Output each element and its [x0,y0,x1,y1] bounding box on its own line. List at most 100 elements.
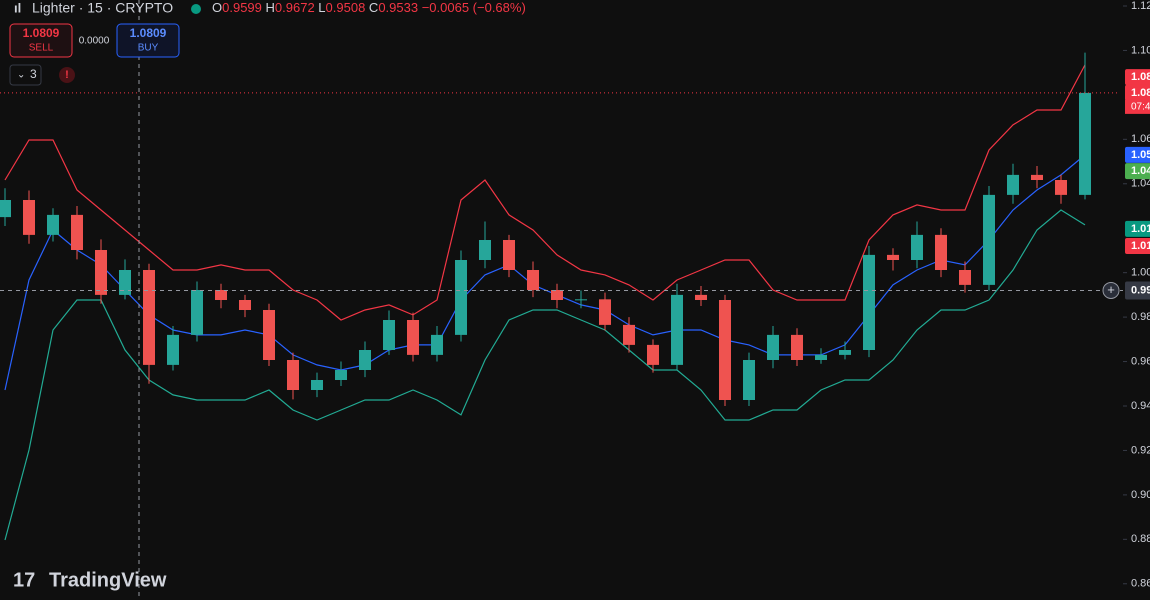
sell-price: 1.0809 [23,26,60,40]
ohlc-value: 0.9533 [378,0,418,15]
ohlc-label: C [369,0,378,15]
y-tick-label: 1.04 [1131,178,1150,190]
price-badge-label: 1.05 [1131,149,1150,161]
y-tick-label: 0.90 [1131,489,1150,501]
price-badge-label: 1.04 [1131,165,1150,177]
candle-body [887,254,899,260]
candle-body [815,354,827,360]
candle-body [455,260,467,335]
candle-body [599,299,611,325]
spread: 0.0000 [79,36,110,47]
price-badge [1125,238,1150,254]
band-line [4,64,1086,321]
sell-label: SELL [29,43,54,54]
buy-price: 1.0809 [130,26,167,40]
ohlc-label: L [318,0,325,15]
price-badge [1125,84,1150,101]
candle-body [959,270,971,285]
y-tick-label: 0.86 [1131,578,1150,590]
plot-area [0,52,1091,541]
countdown-badge [1125,99,1150,114]
price-badge [1125,163,1150,180]
candle-body [671,294,683,365]
y-tick-label: 1.12 [1131,0,1150,12]
candle-body [647,344,659,365]
price-badge [1125,69,1150,86]
watermark: TradingView [49,569,167,591]
band-line [4,154,1086,391]
ohlc: O0.9599 H0.9672 L0.9508 C0.9533 −0.0065 … [212,0,526,15]
candle-body [1031,174,1043,180]
y-tick-label: 1.06 [1131,133,1150,145]
y-tick-label: 0.92 [1131,444,1150,456]
y-tick-label: 1.10 [1131,44,1150,56]
indicators-toggle[interactable] [9,64,42,86]
candle-body [575,299,587,301]
alert-icon[interactable] [59,67,75,83]
candle-body [479,240,491,260]
candle-body [143,270,155,365]
ohlc-value: 0.9599 [222,0,262,15]
candle-body [527,270,539,290]
price-badge-label: 1.08 [1131,71,1150,83]
candle-body [95,250,107,295]
ohlc-value: 0.9508 [326,0,366,15]
candle-body [191,290,203,335]
logo-mark: ıl [14,0,21,15]
candle-body [623,324,635,345]
candle-body [695,294,707,300]
y-tick-label: 0.88 [1131,533,1150,545]
candle-body [407,320,419,355]
alert-mark: ! [65,69,69,81]
indicator-count: 3 [30,67,37,81]
candle-body [119,270,131,295]
price-badge-label: 1.01 [1131,240,1150,252]
sell-button[interactable] [9,23,73,58]
y-tick-label: 0.94 [1131,400,1150,412]
band-line [4,209,1086,541]
candle-body [47,214,59,235]
countdown: 07:4 [1131,102,1150,113]
candle-body [71,214,83,250]
candle-body [335,370,347,380]
ohlc-label: H [266,0,275,15]
y-tick-label: 0.96 [1131,355,1150,367]
symbol[interactable]: Lighter · 15 · CRYPTO [32,0,173,16]
buy-label: BUY [138,43,159,54]
candle-body [551,290,563,300]
candle-body [311,380,323,390]
price-badge [1125,146,1150,163]
status-dot [191,4,201,14]
candle-body [1079,92,1091,195]
change: −0.0065 (−0.68%) [422,0,526,15]
candle-body [911,234,923,260]
candle-body [359,350,371,370]
price-badge [1125,220,1150,237]
crosshair-badge [1125,281,1150,300]
candle-body [287,360,299,390]
ohlc-label: O [212,0,222,15]
candle-body [935,234,947,270]
chevron: ⌄ [17,70,25,81]
candle-body [0,200,11,218]
y-tick-label: 1.00 [1131,267,1150,279]
candle-body [863,254,875,350]
candle-body [383,320,395,350]
candle-body [719,300,731,400]
candle-body [167,334,179,365]
crosshair-plus [1102,281,1120,299]
price-badge-label: 1.08 [1131,87,1150,99]
candle-body [1007,174,1019,195]
candle-body [263,310,275,360]
candle-body [23,200,35,235]
candle-body [767,334,779,360]
price-badge-label: 1.01 [1131,223,1150,235]
buy-button[interactable] [116,23,180,58]
y-tick-label: 0.98 [1131,311,1150,323]
crosshair-label: 0.99 [1131,284,1150,296]
candle-body [839,350,851,355]
candle-body [503,240,515,270]
watermark-logo: 17 [13,569,35,591]
candle-body [791,334,803,360]
